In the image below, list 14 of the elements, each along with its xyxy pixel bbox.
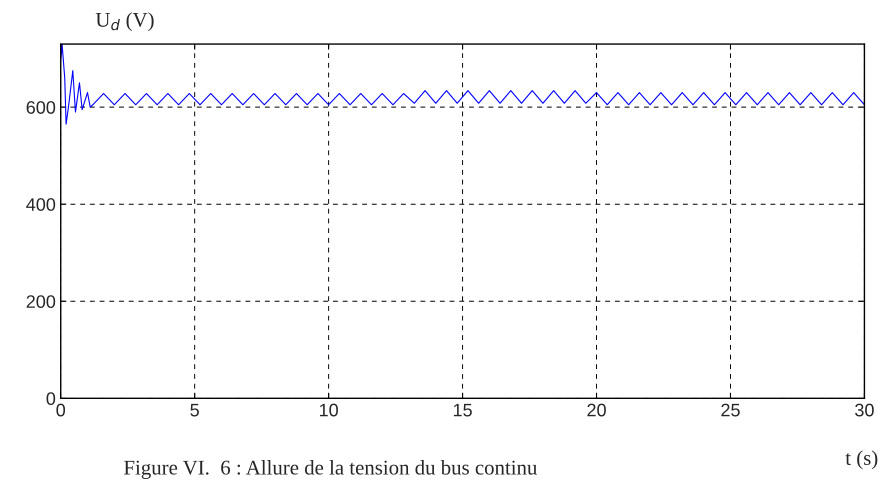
- x-axis-title: t (s): [845, 450, 878, 470]
- y-tick-label: 600: [26, 101, 56, 114]
- y-tick-label: 400: [26, 198, 56, 211]
- x-tick-label: 15: [454, 404, 472, 416]
- y-tick-label: 200: [26, 295, 56, 308]
- y-axis-title: U$_{d}$ (V): [96, 12, 154, 32]
- x-tick-label: 0: [56, 404, 66, 416]
- x-tick-label: 5: [190, 404, 199, 416]
- x-tick-label: 25: [721, 404, 740, 416]
- x-tick-label: 30: [855, 404, 874, 416]
- y-tick-label: 0: [46, 392, 56, 406]
- x-tick-label: 20: [587, 404, 606, 416]
- text: Figure VI. 6 : Allure de la tension du bus continu: [124, 460, 538, 479]
- x-tick-label: 10: [320, 404, 338, 416]
